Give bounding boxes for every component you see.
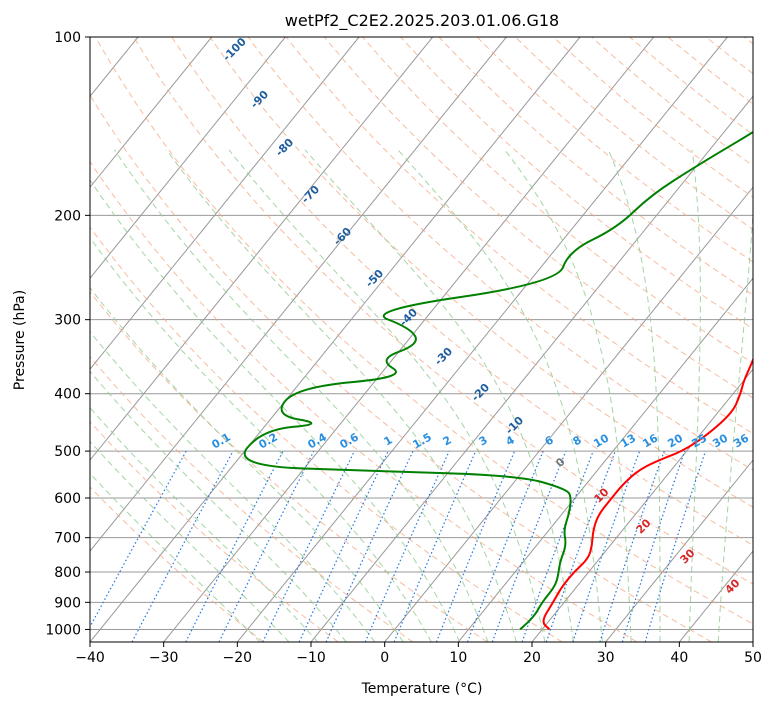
mixing-ratio-line	[185, 450, 284, 642]
dry-adiabat-line	[591, 37, 753, 167]
dry-adiabat-line	[400, 37, 753, 330]
isotherm-line	[90, 37, 360, 370]
moist-adiabat-line	[90, 236, 432, 642]
isotherm-line	[163, 37, 655, 642]
background-lines	[90, 37, 753, 642]
dry-adiabat-line	[171, 37, 753, 546]
mixing-ratio-line	[466, 450, 544, 642]
x-tick-label: 0	[380, 650, 389, 666]
moist-adiabat-line	[166, 149, 517, 642]
mixing-ratio-line	[599, 450, 665, 642]
dry-adiabat-line	[90, 160, 638, 642]
x-tick-label: 30	[597, 650, 615, 666]
dry-adiabat-line	[90, 226, 563, 642]
x-tick-label: 10	[449, 650, 467, 666]
moist-adiabat-line	[504, 149, 632, 642]
x-tick-label: 50	[744, 650, 762, 666]
moist-adiabat-line	[90, 179, 461, 642]
isotherm-line	[236, 37, 728, 642]
dry-adiabat-line	[133, 37, 753, 585]
moist-adiabat-line	[717, 207, 753, 642]
mixing-ratio-line	[644, 450, 707, 642]
isotherm-line	[605, 459, 753, 642]
isotherm-line	[90, 37, 507, 552]
isotherm-line	[90, 37, 434, 461]
mixing-ratio-line	[218, 450, 315, 642]
dry-adiabat-line	[90, 94, 712, 642]
x-tick-label: −20	[223, 650, 253, 666]
y-tick-label: 1000	[45, 622, 81, 638]
mixing-ratio-line	[572, 450, 641, 642]
y-tick-label: 300	[54, 313, 81, 329]
mixing-ratio-line	[90, 450, 187, 629]
isotherm-line	[90, 37, 213, 189]
y-tick-label: 900	[54, 595, 81, 611]
dewpoint-trace	[243, 130, 753, 631]
sounding-traces	[243, 130, 753, 631]
mixing-ratio-line	[364, 450, 450, 642]
isotherm-line	[531, 368, 753, 642]
y-tick-label: 500	[54, 444, 81, 460]
moist-adiabat-line	[688, 149, 701, 642]
isotherm-line	[457, 277, 753, 642]
isotherm-line	[90, 37, 581, 642]
moist-adiabat-line	[90, 440, 290, 642]
plot-frame	[89, 36, 754, 643]
isotherm-line	[90, 37, 286, 280]
y-tick-label: 800	[54, 565, 81, 581]
y-tick-label: 700	[54, 531, 81, 547]
moist-adiabat-line	[397, 149, 603, 642]
dry-adiabat-line	[90, 291, 488, 642]
x-tick-label: −30	[149, 650, 179, 666]
dry-adiabat-line	[90, 486, 264, 642]
temperature-trace	[542, 357, 753, 631]
dry-adiabat-line	[247, 37, 753, 471]
y-tick-label: 200	[54, 208, 81, 224]
isotherm-line	[384, 186, 753, 642]
y-tick-label: 400	[54, 387, 81, 403]
x-tick-label: 40	[670, 650, 688, 666]
x-tick-label: −10	[296, 650, 326, 666]
dry-adiabat-line	[285, 37, 753, 435]
x-tick-label: 20	[523, 650, 541, 666]
moist-adiabat-line	[90, 472, 261, 642]
dry-adiabat-line	[95, 37, 753, 625]
moist-adiabat-line	[90, 406, 319, 642]
y-axis-label: Pressure (hPa)	[12, 290, 28, 390]
x-tick-label: −40	[75, 650, 105, 666]
mixing-ratio-line	[435, 450, 516, 642]
moist-adiabat-line	[114, 149, 489, 642]
dry-adiabat-line	[553, 37, 753, 198]
dry-adiabat-line	[209, 37, 753, 508]
mixing-ratio-line	[545, 450, 616, 642]
dry-adiabat-line	[90, 420, 339, 642]
y-tick-label: 100	[54, 30, 81, 46]
mixing-ratio-line	[621, 450, 686, 642]
mixing-ratio-line	[491, 450, 567, 642]
y-tick-label: 600	[54, 491, 81, 507]
moist-adiabat-line	[228, 149, 546, 642]
moist-adiabat-line	[90, 370, 347, 642]
moist-adiabat-line	[607, 149, 661, 642]
mixing-ratio-line	[131, 450, 234, 642]
mixing-ratio-line	[393, 450, 477, 642]
moist-adiabat-line	[304, 149, 575, 642]
dry-adiabat-line	[514, 37, 753, 230]
dry-adiabat-line	[362, 37, 753, 364]
x-axis-label: Temperature (°C)	[361, 681, 483, 697]
chart-title: wetPf2_C2E2.2025.203.01.06.G18	[285, 11, 559, 31]
moist-adiabat-line	[90, 330, 376, 642]
axes: −40 −30 −20 −10 0 10 20 30 40 50 1000 900 800 700 600 5…	[45, 30, 762, 666]
